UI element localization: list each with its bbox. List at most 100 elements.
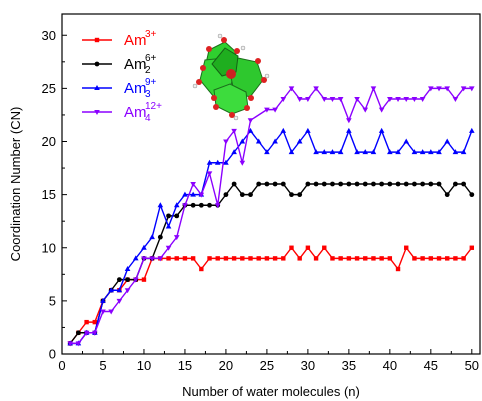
data-point [173,202,180,208]
legend-entry: Am3+ [124,29,157,49]
data-point [346,256,352,261]
data-point [174,256,179,261]
data-point [461,181,467,187]
data-point [412,181,417,187]
data-point [199,266,204,272]
data-point [264,107,270,113]
data-point [371,256,376,261]
data-point [354,97,360,102]
series-1 [67,181,475,346]
data-point [469,127,475,133]
data-point [206,159,213,165]
y-tick-label: 5 [49,293,56,308]
data-point [223,192,229,198]
data-point [313,149,319,155]
data-point [330,256,335,261]
data-point [452,149,459,155]
data-point [403,138,410,144]
data-point [206,171,213,177]
data-point [166,213,171,219]
data-point [215,256,220,261]
data-point [354,149,360,155]
data-point [264,149,270,155]
data-point [157,256,164,262]
data-point [362,149,369,155]
data-point [329,97,336,102]
data-point [395,97,401,102]
data-point [461,256,466,261]
x-tick-label: 15 [178,358,192,373]
data-point [272,138,278,144]
data-point [149,256,155,262]
data-point [420,256,425,261]
data-point [370,86,377,92]
data-point [444,138,451,144]
data-point [305,181,311,187]
data-point [362,181,368,187]
data-point [395,181,401,187]
data-point [83,330,90,336]
data-point [378,127,385,133]
y-tick-label: 0 [49,347,56,362]
data-point [337,97,344,102]
y-tick-label: 10 [42,240,56,255]
legend-entry: Am412+ [124,101,162,124]
plot-frame [61,13,481,355]
data-point [321,149,328,155]
data-point [231,256,237,261]
data-point [428,149,434,155]
data-point [190,256,196,261]
polyhedron-cluster-icon [192,33,270,121]
legend-entry: Am26+ [124,53,157,76]
data-point [84,319,89,325]
data-point [165,245,172,251]
data-point [214,159,221,165]
data-point [428,181,434,187]
data-point [100,309,106,315]
x-tick-label: 35 [342,358,356,373]
data-point [346,127,352,133]
data-point [403,181,409,187]
y-tick-label: 25 [42,81,56,96]
data-point [100,297,106,303]
data-point [141,256,147,262]
series-3 [67,86,475,347]
data-point [166,256,171,261]
data-point [132,277,139,283]
data-point [264,181,270,187]
data-point [436,86,442,92]
x-tick-label: 10 [137,358,151,373]
data-point [296,97,303,102]
y-tick-label: 15 [42,187,56,202]
data-point [108,287,114,293]
data-point [395,266,401,272]
x-tick-label: 25 [260,358,274,373]
data-point [141,277,147,282]
x-tick-label: 30 [301,358,315,373]
data-point [124,288,131,294]
data-point [231,149,237,155]
series-line [70,128,473,345]
data-point [248,256,253,261]
data-point [436,181,442,187]
legend-swatch-marker [94,37,100,43]
data-point [231,181,237,187]
series-0 [67,245,475,346]
data-point [288,149,295,155]
data-point [330,181,335,187]
data-point [305,245,311,250]
data-point [313,256,319,261]
data-point [223,256,229,261]
data-point [378,107,385,113]
data-point [387,97,393,102]
data-point [453,181,458,187]
data-point [207,256,212,261]
x-axis-title: Number of water molecules (n) [182,384,360,399]
data-point [296,138,303,144]
data-point [305,127,311,133]
data-point [190,202,196,208]
data-point [436,256,442,261]
data-point [272,181,278,187]
data-point [362,107,369,113]
y-axis-title: Coordination Number (CN) [8,107,23,262]
